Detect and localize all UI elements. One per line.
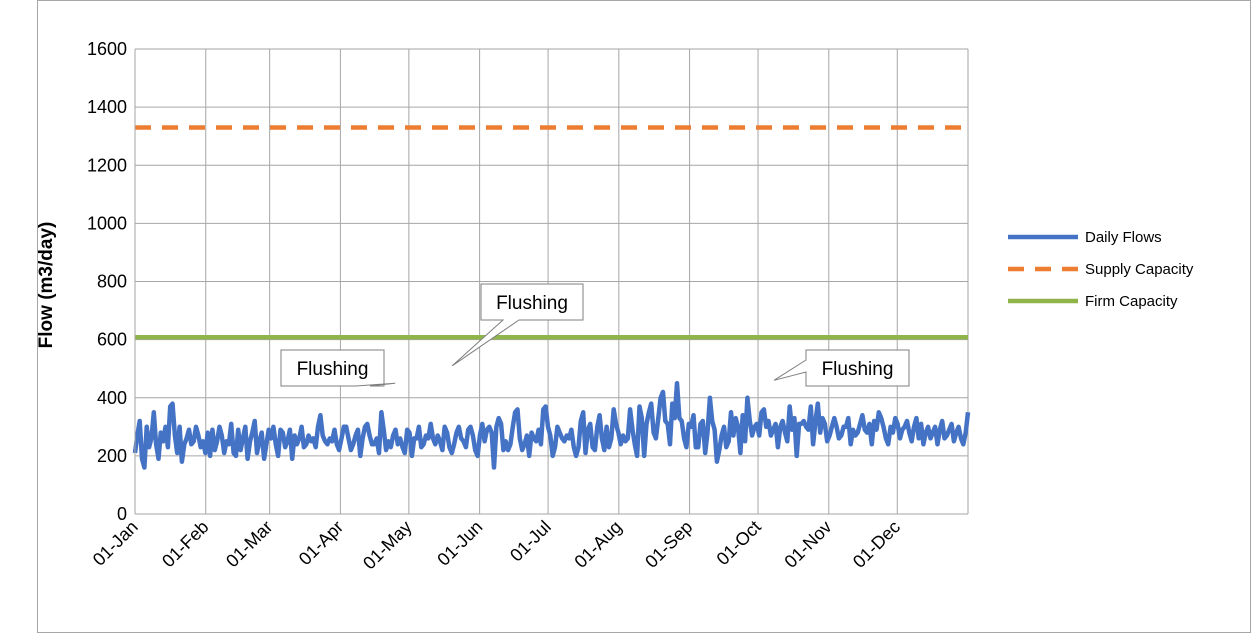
legend-item: Firm Capacity [1008, 293, 1178, 310]
legend-item: Daily Flows [1008, 229, 1162, 246]
y-tick-label: 200 [97, 446, 127, 466]
y-tick-label: 400 [97, 388, 127, 408]
y-tick-label: 1400 [87, 97, 127, 117]
y-tick-label: 1200 [87, 155, 127, 175]
callout-box [451, 283, 584, 367]
series-layer [132, 125, 971, 470]
legend-label: Firm Capacity [1085, 293, 1178, 310]
callout-box [773, 349, 910, 387]
flushing-callout: Flushing [280, 349, 396, 387]
callout-label: Flushing [496, 293, 568, 314]
legend-label: Daily Flows [1085, 229, 1162, 246]
daily-flows-line [132, 380, 971, 470]
y-tick-label: 800 [97, 272, 127, 292]
legend: Daily Flows Supply Capacity Firm Capacity [1008, 229, 1194, 310]
y-tick-label: 1000 [87, 213, 127, 233]
callout-label: Flushing [297, 359, 369, 380]
flushing-callout: Flushing [451, 283, 584, 367]
y-axis-label: Flow (m3/day) [36, 222, 57, 349]
y-tick-label: 600 [97, 330, 127, 350]
callout-box [280, 349, 396, 387]
chart-border [37, 0, 1251, 633]
legend-label: Supply Capacity [1085, 261, 1194, 278]
y-tick-label: 1600 [87, 39, 127, 59]
flushing-callout: Flushing [773, 349, 910, 387]
annotations: Flushing Flushing Flushing [280, 283, 910, 387]
y-tick-label: 0 [117, 504, 127, 524]
callout-label: Flushing [822, 359, 894, 380]
legend-item: Supply Capacity [1008, 261, 1194, 278]
